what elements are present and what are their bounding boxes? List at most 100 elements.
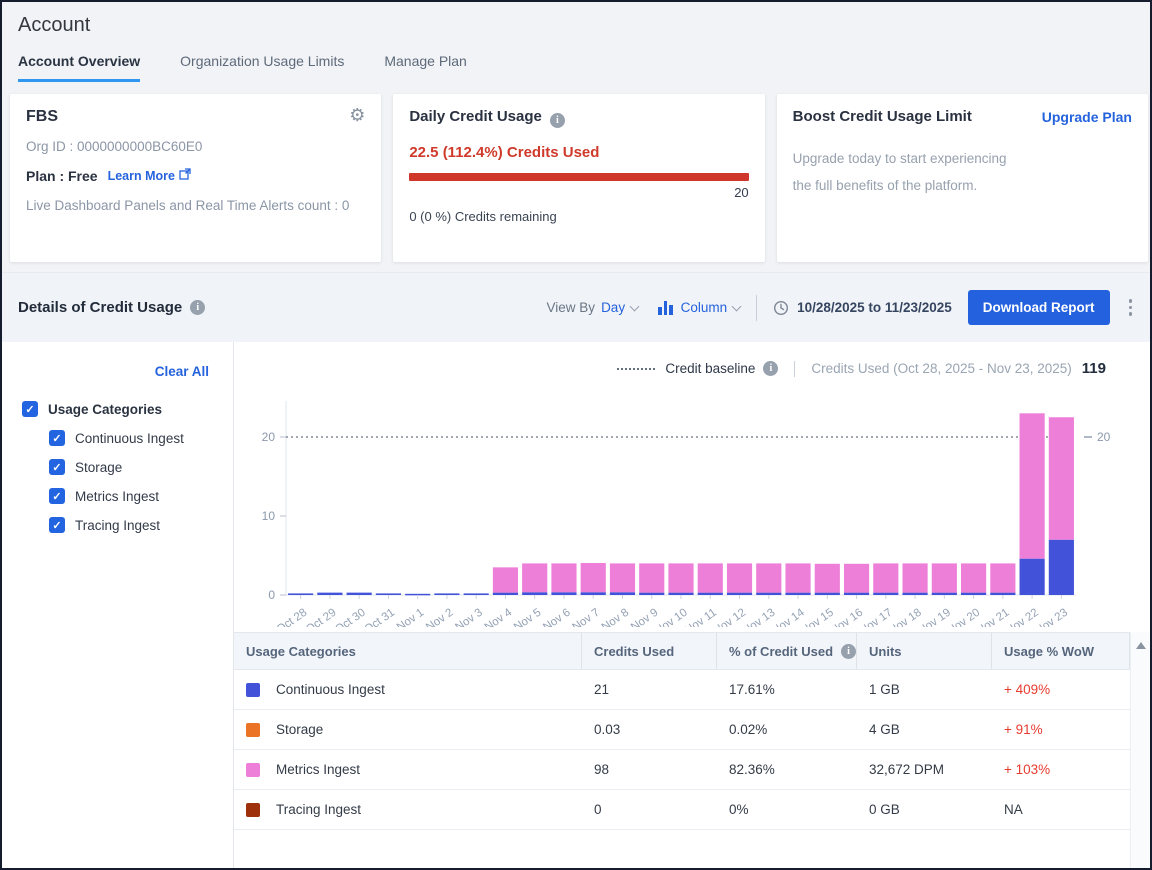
tab-organization-usage-limits[interactable]: Organization Usage Limits — [180, 53, 345, 69]
bar-segment — [375, 593, 401, 595]
bar-segment — [873, 563, 899, 593]
credits-used-range-label: Credits Used (Oct 28, 2025 - Nov 23, 202… — [811, 361, 1072, 376]
table-row[interactable]: Continuous Ingest 21 17.61% 1 GB + 409% — [234, 670, 1130, 710]
x-axis-label: Nov 9 — [629, 607, 660, 627]
col-credits-used[interactable]: Credits Used — [582, 633, 717, 669]
usage-category-filters: ✓ Usage Categories ✓ Continuous Ingest ✓… — [2, 401, 233, 533]
kebab-menu-icon[interactable] — [1125, 295, 1137, 320]
usage-table: Usage Categories Credits Used % of Credi… — [234, 632, 1130, 868]
svg-text:0: 0 — [268, 588, 275, 602]
clear-all-link[interactable]: Clear All — [154, 364, 209, 379]
boost-text-line1: Upgrade today to start experiencing — [792, 151, 1007, 166]
x-axis-label: Nov 5 — [512, 607, 543, 627]
boost-text-line2: the full benefits of the platform. — [792, 178, 978, 193]
daily-credit-usage-title: Daily Credit Usage — [409, 108, 542, 125]
bar-segment — [639, 563, 665, 593]
org-info-card: FBS ⚙ Org ID : 0000000000BC60E0 Plan : F… — [10, 94, 382, 262]
bar-segment — [843, 563, 870, 593]
bar-segment — [726, 563, 753, 593]
checkbox-checked-icon[interactable]: ✓ — [49, 459, 65, 475]
table-row[interactable]: Storage 0.03 0.02% 4 GB + 91% — [234, 710, 1130, 750]
col-pct-credit-used[interactable]: % of Credit Used i — [717, 633, 857, 669]
credit-usage-chart[interactable]: 0 10 20 20 Oct 28 Oct 29 Oct 30 Oct 31 Nov 1 Nov … — [238, 385, 1150, 637]
filter-continuous-ingest[interactable]: ✓ Continuous Ingest — [22, 430, 233, 446]
bar-segment — [961, 592, 987, 595]
bar-segment — [639, 592, 665, 595]
bar-segment — [609, 563, 636, 593]
bar-segment — [785, 592, 811, 595]
bar-segment — [902, 563, 928, 593]
x-axis-label: Oct 30 — [333, 607, 368, 627]
info-icon[interactable]: i — [549, 113, 565, 128]
bar-segment — [697, 563, 723, 593]
x-axis-label: Nov 8 — [600, 607, 631, 627]
col-units[interactable]: Units — [857, 633, 992, 669]
bar-segment — [317, 592, 343, 595]
checkbox-checked-icon[interactable]: ✓ — [49, 517, 65, 533]
view-by-dropdown[interactable]: Day — [601, 300, 626, 315]
bar-segment — [814, 592, 840, 595]
tab-bar: Account Overview Organization Usage Limi… — [2, 53, 1150, 82]
bar-segment — [463, 593, 489, 595]
x-axis-label: Oct 31 — [362, 607, 397, 627]
column-chart-icon — [658, 300, 673, 315]
daily-credit-usage-card: Daily Credit Usage i 22.5 (112.4%) Credit… — [393, 94, 765, 262]
page-header: Account — [2, 2, 1150, 37]
tab-account-overview[interactable]: Account Overview — [18, 53, 141, 82]
bar-segment — [405, 593, 431, 596]
bar-segment — [522, 563, 548, 593]
x-axis-label: Nov 6 — [541, 607, 572, 627]
col-usage-wow[interactable]: Usage % WoW — [992, 633, 1130, 669]
bar-segment — [843, 592, 870, 595]
chevron-down-icon — [731, 301, 742, 311]
bar-segment — [1019, 558, 1045, 595]
upgrade-plan-link[interactable]: Upgrade Plan — [1041, 108, 1132, 125]
table-row[interactable]: Metrics Ingest 98 82.36% 32,672 DPM + 10… — [234, 750, 1130, 790]
bar-segment — [990, 592, 1016, 595]
boost-credit-card: Boost Credit Usage Limit Upgrade Plan Up… — [776, 94, 1148, 262]
bar-segment — [434, 593, 460, 595]
filter-metrics-ingest[interactable]: ✓ Metrics Ingest — [22, 488, 233, 504]
org-name: FBS — [26, 108, 58, 125]
table-scrollbar[interactable] — [1130, 632, 1150, 868]
info-icon[interactable]: i — [841, 643, 856, 659]
x-axis-label: Nov 3 — [453, 607, 484, 627]
date-range-picker[interactable]: 10/28/2025 to 11/23/2025 — [797, 300, 952, 315]
bar-segment — [814, 563, 840, 593]
filter-usage-categories[interactable]: ✓ Usage Categories — [22, 401, 233, 417]
tab-manage-plan[interactable]: Manage Plan — [384, 53, 467, 69]
bar-segment — [756, 563, 782, 593]
table-row[interactable]: Tracing Ingest 0 0% 0 GB NA — [234, 790, 1130, 830]
x-axis-label: Nov 1 — [395, 607, 426, 627]
bar-segment — [492, 567, 519, 593]
filter-tracing-ingest[interactable]: ✓ Tracing Ingest — [22, 517, 233, 533]
bar-segment — [756, 592, 782, 595]
bar-segment — [346, 592, 372, 595]
checkbox-checked-icon[interactable]: ✓ — [49, 430, 65, 446]
bar-segment — [1019, 413, 1045, 559]
checkbox-checked-icon[interactable]: ✓ — [49, 488, 65, 504]
checkbox-checked-icon[interactable]: ✓ — [22, 401, 38, 417]
download-report-button[interactable]: Download Report — [967, 290, 1110, 325]
scroll-up-icon[interactable] — [1136, 642, 1146, 649]
svg-text:20: 20 — [1097, 430, 1111, 444]
gear-icon[interactable]: ⚙ — [349, 105, 366, 125]
org-id: Org ID : 0000000000BC60E0 — [26, 139, 203, 154]
learn-more-link[interactable]: Learn More — [107, 169, 175, 183]
usage-table-zone: Usage Categories Credits Used % of Credi… — [234, 632, 1150, 868]
info-icon[interactable]: i — [763, 361, 779, 376]
bar-segment — [492, 592, 519, 595]
chevron-down-icon — [629, 301, 640, 311]
x-axis-label: Nov 4 — [483, 606, 515, 627]
credit-baseline-label: Credit baseline — [665, 361, 756, 376]
credit-limit-value: 20 — [734, 185, 749, 200]
chart-type-dropdown[interactable]: Column — [680, 300, 728, 315]
info-icon[interactable]: i — [190, 300, 206, 315]
col-usage-categories[interactable]: Usage Categories — [234, 633, 582, 669]
filter-storage[interactable]: ✓ Storage — [22, 459, 233, 475]
bar-segment — [961, 563, 987, 593]
bar-segment — [931, 563, 957, 593]
bar-segment — [609, 592, 636, 595]
bar-segment — [551, 563, 577, 593]
